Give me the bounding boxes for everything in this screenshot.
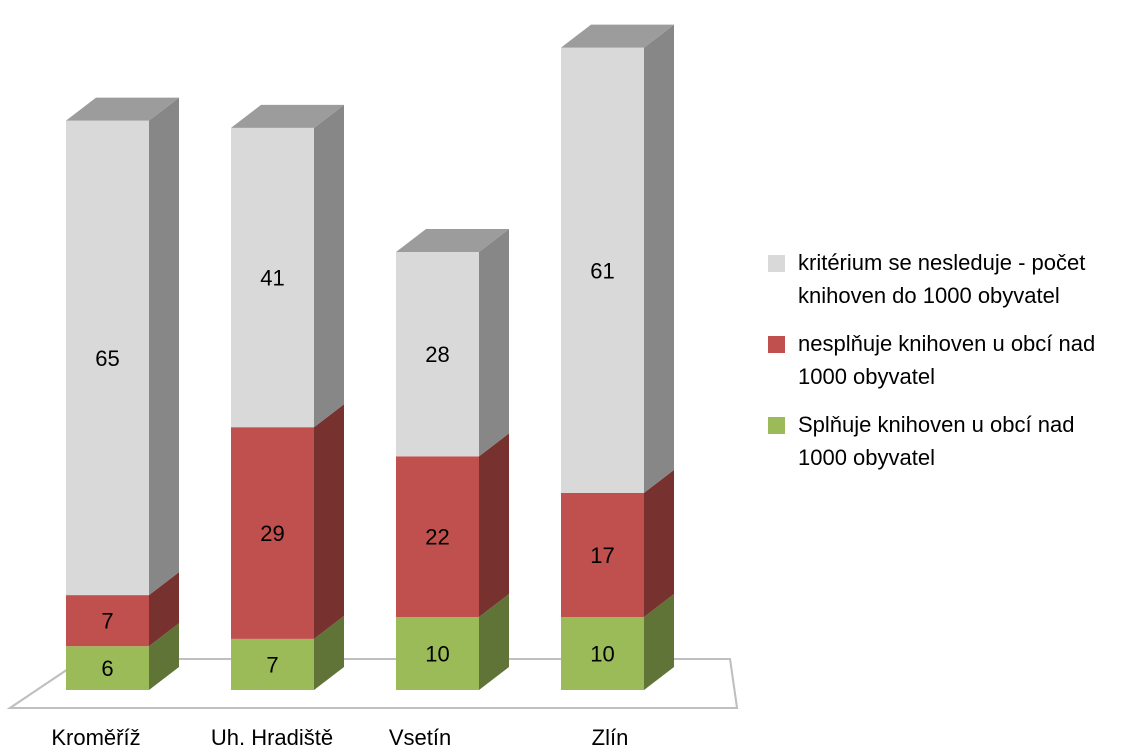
bar-segment-3-0 [561, 617, 644, 690]
legend-swatch-green [768, 417, 785, 434]
legend-swatch-red [768, 336, 785, 353]
bar-segment-2-1 [396, 456, 479, 617]
legend-item-kriterium: kritérium se nesleduje - počet knihoven … [768, 246, 1128, 312]
bar-segment-2-0 [396, 617, 479, 690]
legend-label-nesplnuje: nesplňuje knihoven u obcí nad 1000 obyva… [798, 331, 1096, 389]
data-label-1-1: 29 [260, 521, 284, 546]
data-label-3-2: 61 [590, 258, 614, 283]
bar-segment-1-0 [231, 638, 314, 690]
bar-side-3-1 [644, 469, 674, 617]
bar-side-3-2 [644, 24, 674, 493]
data-label-3-0: 10 [590, 642, 614, 667]
bar-side-1-1 [314, 404, 344, 639]
data-label-3-1: 17 [590, 543, 614, 568]
bar-side-0-0 [149, 623, 179, 690]
bar-side-1-2 [314, 104, 344, 428]
category-label-0: Kroměříž [51, 725, 140, 747]
bar-side-2-0 [479, 594, 509, 690]
legend-item-splnuje: Splňuje knihoven u obcí nad 1000 obyvate… [768, 408, 1128, 474]
data-label-1-2: 41 [260, 266, 284, 291]
category-label-1: Uh. Hradiště [211, 725, 333, 747]
bar-side-2-1 [479, 433, 509, 617]
data-label-0-1: 7 [101, 609, 113, 634]
chart-legend: kritérium se nesleduje - počet knihoven … [768, 246, 1128, 489]
bar-side-0-2 [149, 97, 179, 596]
bar-segment-1-1 [231, 427, 314, 639]
data-label-0-0: 6 [101, 656, 113, 681]
data-label-1-0: 7 [266, 652, 278, 677]
bar-segment-3-2 [561, 47, 644, 493]
legend-label-kriterium: kritérium se nesleduje - počet knihoven … [798, 250, 1086, 308]
data-label-0-2: 65 [95, 346, 119, 371]
legend-swatch-gray [768, 255, 785, 272]
bar-top-0 [66, 97, 179, 121]
bar-top-1 [231, 104, 344, 128]
bar-segment-3-1 [561, 492, 644, 617]
category-label-2: Vsetín [389, 725, 451, 747]
bar-segment-1-2 [231, 127, 314, 428]
bar-side-1-0 [314, 615, 344, 690]
bar-segment-2-2 [396, 252, 479, 457]
bar-side-3-0 [644, 594, 674, 690]
bar-segment-0-2 [66, 120, 149, 596]
legend-label-splnuje: Splňuje knihoven u obcí nad 1000 obyvate… [798, 412, 1075, 470]
floor-outline [6, 658, 739, 709]
legend-item-nesplnuje: nesplňuje knihoven u obcí nad 1000 obyva… [768, 327, 1128, 393]
data-label-2-0: 10 [425, 642, 449, 667]
bar-top-3 [561, 24, 674, 48]
bar-side-2-2 [479, 229, 509, 457]
data-label-2-2: 28 [425, 342, 449, 367]
data-label-2-1: 22 [425, 525, 449, 550]
bar-top-2 [396, 229, 509, 252]
category-label-3: Zlín [592, 725, 629, 747]
bar-side-0-1 [149, 572, 179, 647]
bar-segment-0-1 [66, 595, 149, 647]
bar-segment-0-0 [66, 646, 149, 690]
